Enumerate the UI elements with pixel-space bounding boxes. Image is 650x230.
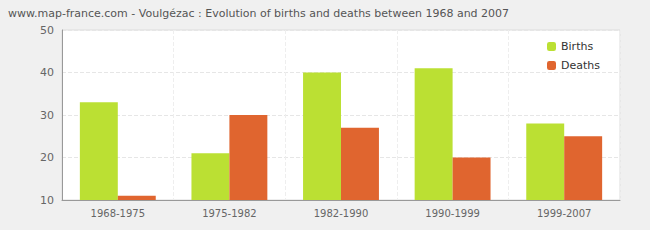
svg-text:10: 10 (40, 194, 54, 207)
svg-text:40: 40 (40, 66, 54, 79)
svg-text:1990-1999: 1990-1999 (425, 208, 480, 219)
svg-text:1975-1982: 1975-1982 (202, 208, 257, 219)
svg-text:Births: Births (561, 40, 593, 53)
svg-text:1982-1990: 1982-1990 (314, 208, 369, 219)
svg-text:1968-1975: 1968-1975 (91, 208, 146, 219)
svg-text:50: 50 (40, 24, 54, 37)
svg-text:30: 30 (40, 109, 54, 122)
svg-text:20: 20 (40, 151, 54, 164)
svg-text:Deaths: Deaths (561, 59, 600, 72)
svg-text:1999-2007: 1999-2007 (537, 208, 592, 219)
svg-text:www.map-france.com - Voulgézac: www.map-france.com - Voulgézac : Evoluti… (8, 7, 509, 20)
